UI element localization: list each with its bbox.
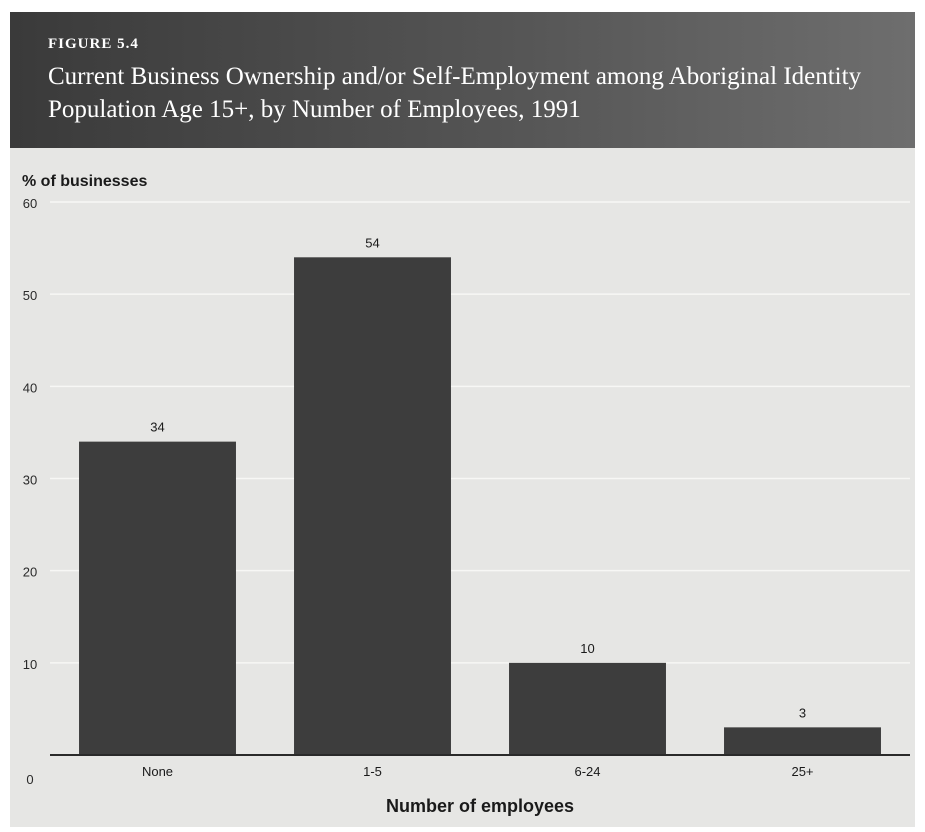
x-tick-label: None xyxy=(142,764,173,779)
y-tick-labels: 0 10 20 30 40 50 60 xyxy=(23,196,37,787)
y-tick-label: 50 xyxy=(23,288,37,303)
y-tick-label: 20 xyxy=(23,565,37,580)
x-tick-label: 25+ xyxy=(791,764,813,779)
y-tick-label: 0 xyxy=(26,772,33,787)
x-tick-label: 1-5 xyxy=(363,764,382,779)
bar-25+ xyxy=(724,727,881,755)
bars: 34 54 10 3 xyxy=(79,235,881,755)
figure-title: Current Business Ownership and/or Self-E… xyxy=(48,63,862,123)
y-tick-label: 10 xyxy=(23,657,37,672)
y-tick-label: 30 xyxy=(23,473,37,488)
bar-None xyxy=(79,441,236,755)
y-tick-label: 60 xyxy=(23,196,37,211)
x-axis-title: Number of employees xyxy=(386,796,574,816)
bar-1-5 xyxy=(294,257,451,755)
x-tick-label: 6-24 xyxy=(574,764,600,779)
data-label: 10 xyxy=(580,641,594,656)
bar-6-24 xyxy=(509,662,666,755)
bar-chart: % of businesses 0 10 20 30 40 50 60 34 54 10 3 No… xyxy=(22,173,910,816)
data-label: 34 xyxy=(150,420,164,435)
figure-panel: FIGURE 5.4 Current Business Ownership an… xyxy=(10,12,915,827)
figure-header: FIGURE 5.4 Current Business Ownership an… xyxy=(10,12,915,148)
y-tick-label: 40 xyxy=(23,380,37,395)
data-label: 3 xyxy=(799,705,806,720)
x-tick-labels: None 1-5 6-24 25+ xyxy=(142,764,814,779)
figure-label: FIGURE 5.4 xyxy=(48,36,139,52)
y-axis-title: % of businesses xyxy=(22,173,147,190)
data-label: 54 xyxy=(365,235,379,250)
